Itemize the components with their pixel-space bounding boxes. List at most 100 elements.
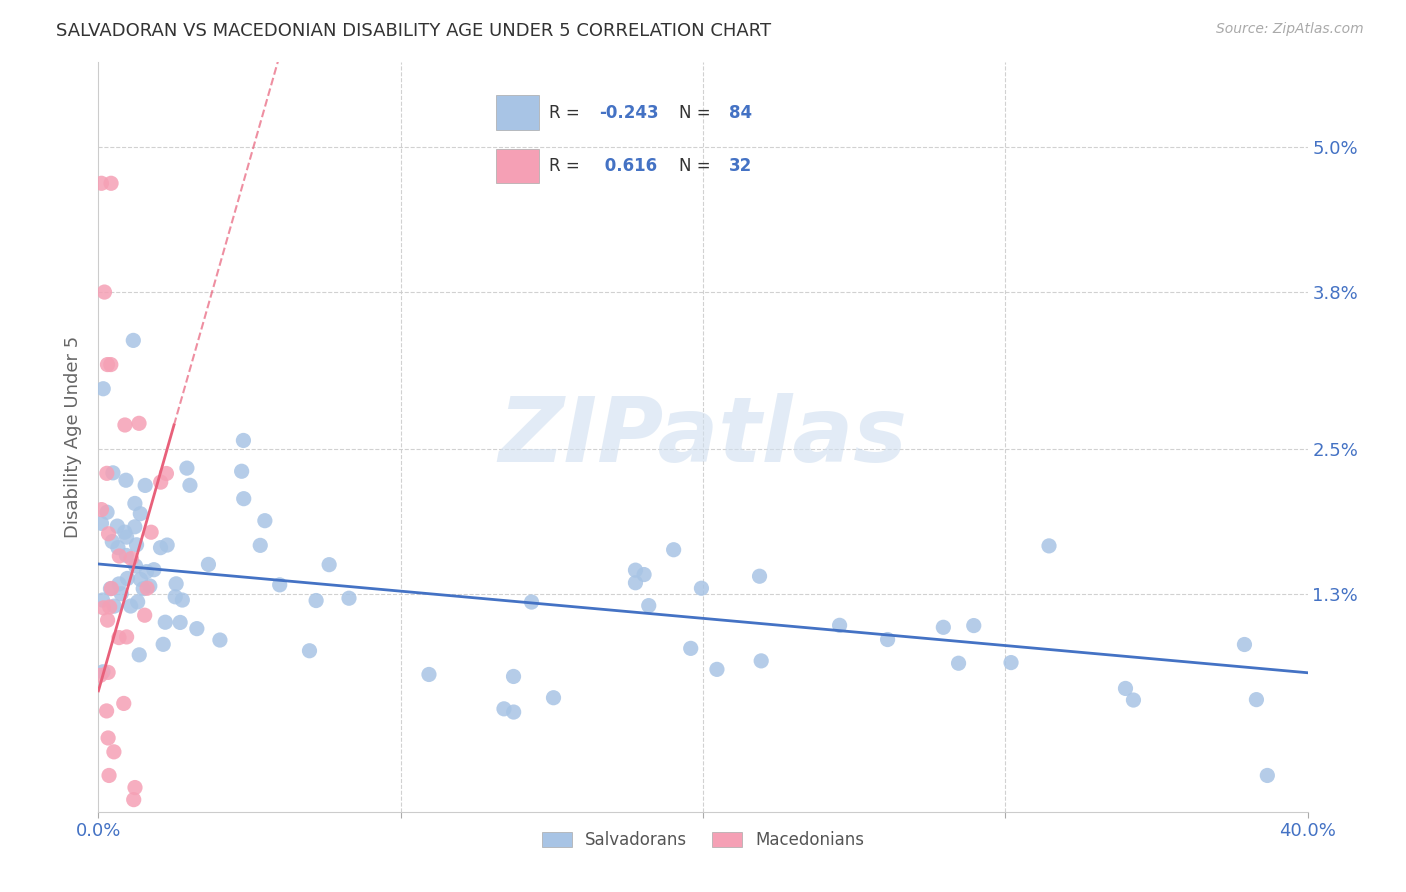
Point [132,582,155,596]
Point [748,569,770,583]
Point [876,632,898,647]
Point [100,582,122,596]
Point [97,613,120,627]
Point [142,563,165,577]
Point [932,620,955,634]
Point [136,581,159,595]
Point [149,541,172,555]
Point [108,577,131,591]
Point [305,593,328,607]
Point [125,538,148,552]
Point [129,507,152,521]
Point [269,578,291,592]
Point [633,567,655,582]
Point [1233,638,1256,652]
Point [100,582,122,596]
Point [90,516,112,531]
Point [165,590,187,604]
Point [101,534,124,549]
Point [253,514,276,528]
Point [139,525,162,540]
Point [117,571,139,585]
Point [624,575,647,590]
Point [91,593,114,607]
Point [103,599,125,613]
Point [90,502,112,516]
Point [124,496,146,510]
Point [679,641,702,656]
Point [637,599,659,613]
Point [176,461,198,475]
Point [249,538,271,552]
Point [337,591,360,606]
Point [232,491,254,506]
Point [108,631,131,645]
Point [124,780,146,795]
Point [186,622,208,636]
Point [134,608,156,623]
Point [97,526,120,541]
Point [115,630,138,644]
Point [318,558,340,572]
Point [135,565,157,579]
Point [122,792,145,806]
Point [1000,656,1022,670]
Point [115,530,138,544]
Point [91,382,114,396]
Point [139,579,162,593]
Point [749,654,772,668]
Point [418,667,440,681]
Point [97,665,120,680]
Point [1246,692,1268,706]
Point [1114,681,1136,696]
Point [107,541,129,555]
Point [624,563,647,577]
Point [1122,693,1144,707]
Point [100,358,122,372]
Point [114,417,136,432]
Point [105,519,128,533]
Point [502,705,524,719]
Point [96,467,118,481]
Legend: Salvadorans, Macedonians: Salvadorans, Macedonians [534,824,872,855]
Point [492,702,515,716]
Point [128,417,150,431]
Point [948,657,970,671]
Y-axis label: Disability Age Under 5: Disability Age Under 5 [65,336,83,538]
Text: Source: ZipAtlas.com: Source: ZipAtlas.com [1216,22,1364,37]
Point [543,690,565,705]
Point [706,662,728,676]
Point [232,434,254,448]
Point [115,473,138,487]
Point [165,577,187,591]
Point [124,558,146,573]
Point [155,467,177,481]
Point [124,520,146,534]
Point [108,549,131,563]
Point [828,618,851,632]
Point [155,615,177,630]
Point [112,697,135,711]
Point [114,525,136,540]
Point [120,599,142,613]
Point [115,549,138,563]
Point [101,466,124,480]
Point [97,731,120,745]
Point [122,334,145,348]
Point [100,176,122,190]
Point [127,595,149,609]
Point [197,558,219,572]
Point [298,644,321,658]
Point [120,551,142,566]
Point [149,475,172,490]
Point [110,587,132,601]
Text: SALVADORAN VS MACEDONIAN DISABILITY AGE UNDER 5 CORRELATION CHART: SALVADORAN VS MACEDONIAN DISABILITY AGE … [56,22,772,40]
Point [179,478,201,492]
Point [129,573,152,587]
Point [134,478,156,492]
Point [169,615,191,630]
Text: ZIPatlas: ZIPatlas [499,393,907,481]
Point [96,358,118,372]
Point [231,464,253,478]
Point [152,637,174,651]
